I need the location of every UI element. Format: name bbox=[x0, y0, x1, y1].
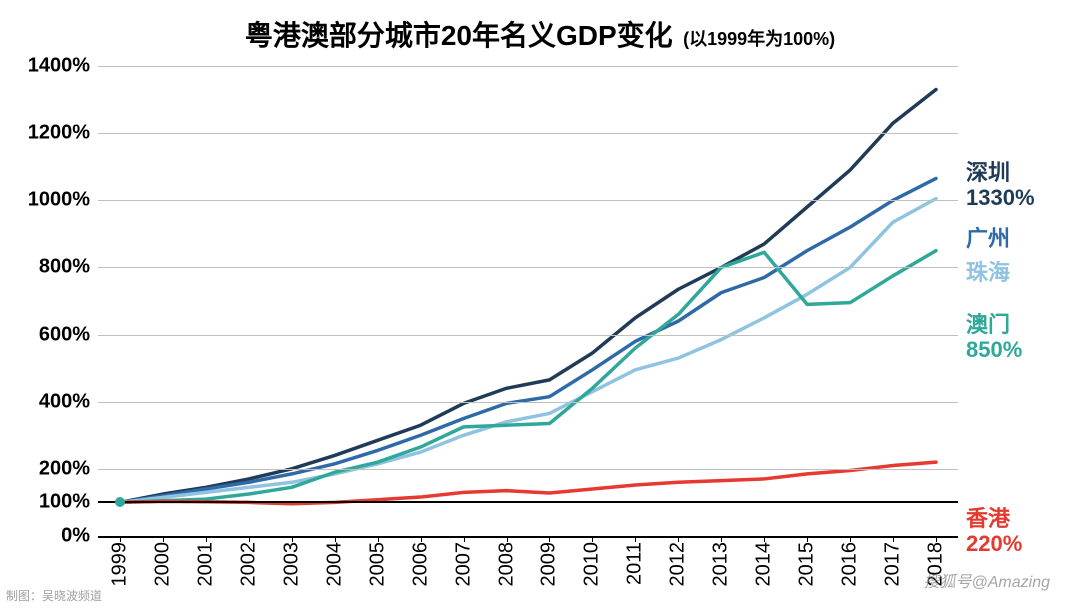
gridline bbox=[98, 66, 958, 67]
series-name: 珠海 bbox=[966, 260, 1010, 285]
gridline bbox=[98, 469, 958, 470]
x-axis-label: 2007 bbox=[452, 542, 475, 587]
x-axis-label: 2011 bbox=[624, 542, 647, 585]
gridline bbox=[98, 200, 958, 201]
series-line-zhuhai bbox=[120, 199, 936, 503]
gridline bbox=[98, 335, 958, 336]
gridline bbox=[98, 402, 958, 403]
watermark-text: 搜狐号@Amazing bbox=[924, 568, 1051, 592]
credit-text: 制图：吴晓波频道 bbox=[6, 587, 102, 604]
x-axis-label: 2001 bbox=[194, 542, 217, 587]
y-axis-label: 100% bbox=[39, 491, 90, 514]
x-axis-label: 2004 bbox=[323, 542, 346, 587]
series-name: 香港 bbox=[966, 506, 1010, 531]
series-line-guangzhou bbox=[120, 178, 936, 502]
series-name: 深圳 bbox=[966, 160, 1010, 185]
x-axis-label: 2002 bbox=[237, 542, 260, 587]
series-line-shenzhen bbox=[120, 90, 936, 503]
start-marker bbox=[115, 497, 125, 507]
chart-title: 粤港澳部分城市20年名义GDP变化 (以1999年为100%) bbox=[0, 14, 1080, 54]
series-end-value: 220% bbox=[966, 531, 1022, 556]
y-axis-label: 200% bbox=[39, 457, 90, 480]
series-name: 澳门 bbox=[966, 312, 1010, 337]
y-axis-label: 1000% bbox=[28, 189, 90, 212]
x-axis-label: 2012 bbox=[667, 542, 690, 587]
y-axis-label: 600% bbox=[39, 323, 90, 346]
series-label-macau: 澳门850% bbox=[966, 312, 1022, 363]
series-label-shenzhen: 深圳1330% bbox=[966, 160, 1035, 211]
x-axis-label: 2017 bbox=[882, 542, 905, 587]
baseline-100 bbox=[98, 501, 958, 503]
series-end-value: 850% bbox=[966, 337, 1022, 362]
chart-title-main: 粤港澳部分城市20年名义GDP变化 bbox=[245, 20, 673, 51]
x-axis-label: 2008 bbox=[495, 542, 518, 587]
series-label-guangzhou: 广州 bbox=[966, 226, 1010, 251]
x-axis-label: 1999 bbox=[109, 542, 132, 587]
chart-plot-area: 0%100%200%400%600%800%1000%1200%1400%199… bbox=[98, 66, 958, 536]
x-axis-label: 2015 bbox=[796, 542, 819, 587]
gridline bbox=[98, 267, 958, 268]
x-axis-label: 2005 bbox=[366, 542, 389, 587]
x-axis-label: 2009 bbox=[538, 542, 561, 587]
gridline bbox=[98, 133, 958, 134]
series-name: 广州 bbox=[966, 226, 1010, 251]
series-end-value: 1330% bbox=[966, 185, 1035, 210]
x-axis-label: 2000 bbox=[151, 542, 174, 587]
series-label-zhuhai: 珠海 bbox=[966, 260, 1010, 285]
x-axis-label: 2010 bbox=[581, 542, 604, 587]
y-axis-label: 800% bbox=[39, 256, 90, 279]
x-axis-line bbox=[98, 536, 958, 538]
series-label-hongkong: 香港220% bbox=[966, 506, 1022, 557]
y-axis-label: 0% bbox=[61, 525, 90, 548]
x-axis-label: 2003 bbox=[280, 542, 303, 587]
y-axis-label: 1400% bbox=[28, 55, 90, 78]
y-axis-label: 1200% bbox=[28, 122, 90, 145]
x-axis-label: 2016 bbox=[839, 542, 862, 587]
x-axis-label: 2014 bbox=[753, 542, 776, 587]
chart-lines-svg bbox=[98, 66, 958, 536]
x-axis-label: 2006 bbox=[409, 542, 432, 587]
chart-title-sub: (以1999年为100%) bbox=[683, 29, 835, 49]
y-axis-label: 400% bbox=[39, 390, 90, 413]
x-axis-label: 2013 bbox=[710, 542, 733, 587]
